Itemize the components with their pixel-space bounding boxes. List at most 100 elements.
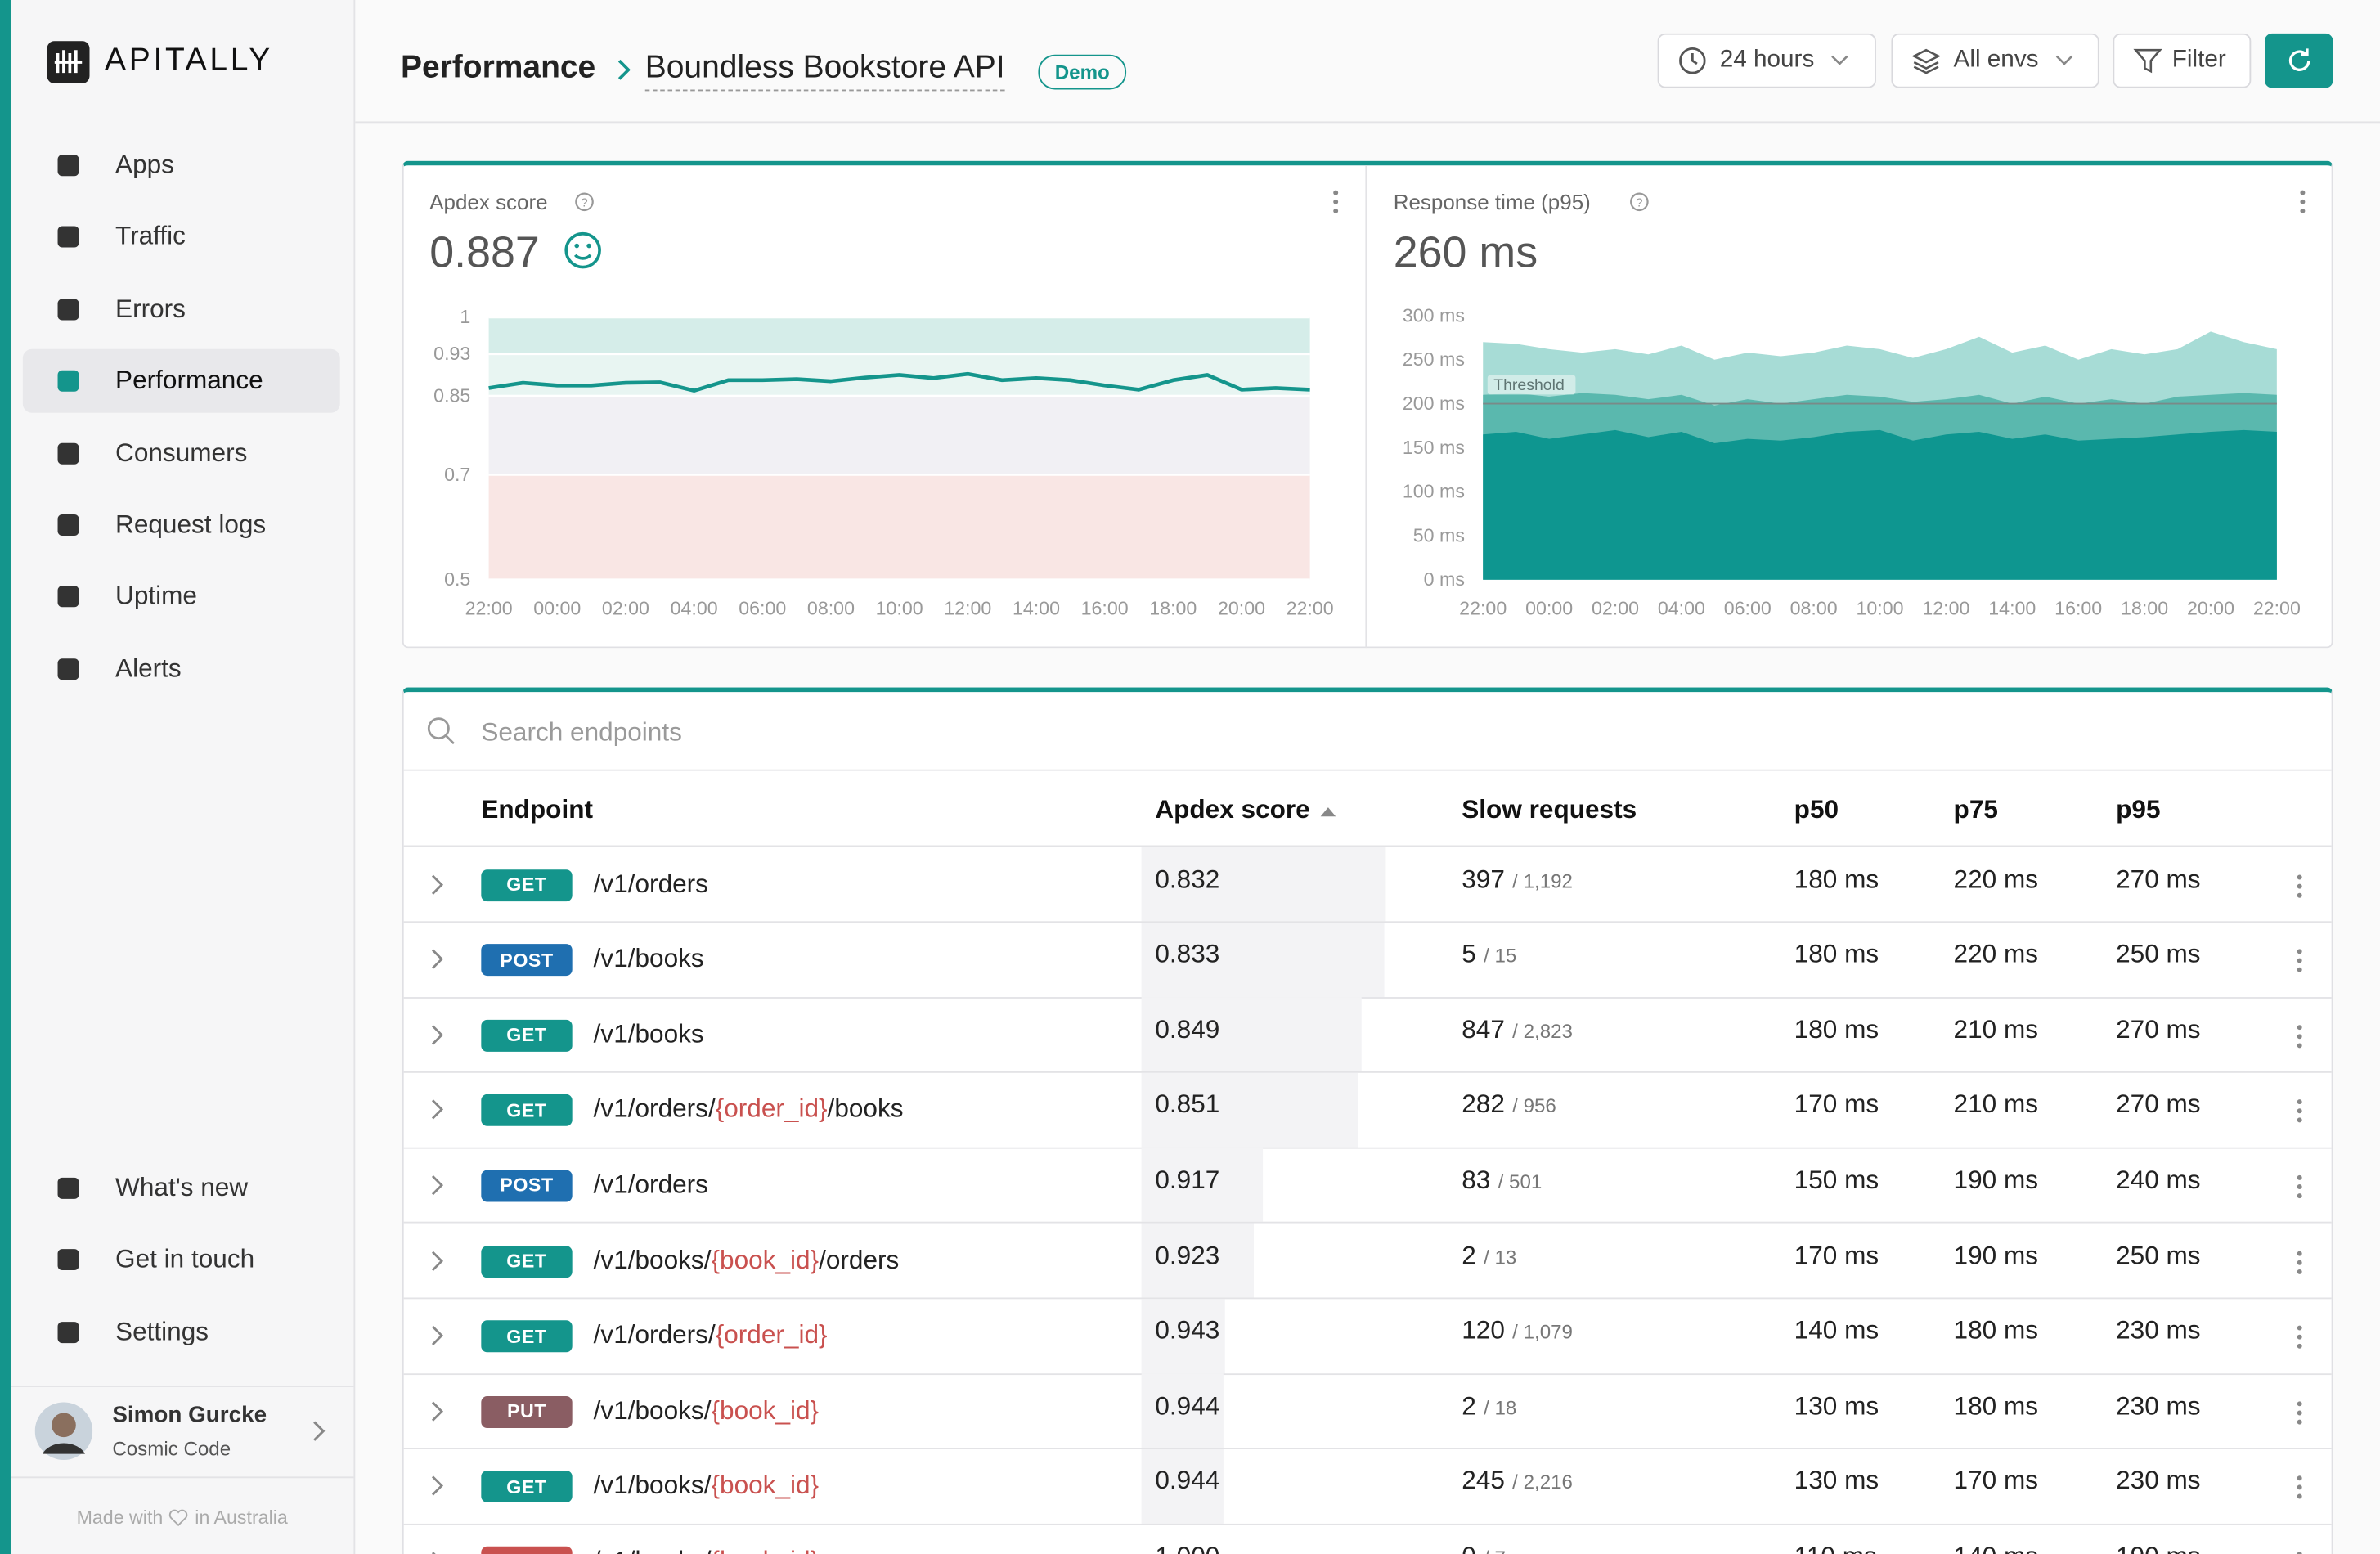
nav-item[interactable]: Get in touch: [23, 1228, 340, 1292]
slow-count: 2: [1462, 1390, 1476, 1421]
row-menu[interactable]: [2293, 1549, 2306, 1554]
x-tick-label: 04:00: [1658, 597, 1705, 618]
icon-part: [2297, 949, 2302, 954]
icon-part: [431, 1024, 444, 1044]
slow-requests: 245 / 2,216: [1462, 1466, 1573, 1497]
nav-item[interactable]: Apps: [23, 133, 340, 197]
row-menu[interactable]: [2293, 1474, 2306, 1501]
p50-value: 170 ms: [1794, 1089, 1879, 1120]
column-header[interactable]: p50: [1794, 795, 1839, 824]
icon-part: [2297, 1475, 2302, 1481]
row-menu[interactable]: [2293, 1399, 2306, 1426]
row-menu[interactable]: [2293, 1022, 2306, 1049]
expand-chevron[interactable]: [428, 947, 446, 972]
icon-part: [2297, 874, 2302, 879]
nav-item[interactable]: Performance: [22, 349, 340, 414]
nav-item[interactable]: Errors: [23, 277, 340, 341]
endpoint-path[interactable]: /v1/orders: [594, 869, 708, 899]
expand-chevron[interactable]: [428, 1022, 446, 1047]
method-badge: GET: [481, 1094, 573, 1127]
endpoint-path[interactable]: /v1/books/{book_id}: [594, 1471, 819, 1502]
expand-chevron[interactable]: [428, 1549, 446, 1554]
refresh-button[interactable]: [2265, 33, 2333, 88]
user-chevron[interactable]: [308, 1419, 330, 1444]
row-menu[interactable]: [2293, 1098, 2306, 1125]
nav-item[interactable]: Settings: [23, 1300, 340, 1364]
time-button[interactable]: 24 hours: [1657, 33, 1876, 88]
column-header[interactable]: Endpoint: [481, 795, 594, 824]
row-menu[interactable]: [2293, 1173, 2306, 1200]
icon-part: [2297, 958, 2302, 963]
breadcrumb-app[interactable]: Boundless Bookstore API: [644, 50, 1005, 92]
p95-value: 230 ms: [2116, 1390, 2201, 1421]
row-menu[interactable]: [2293, 1248, 2306, 1275]
endpoint-path[interactable]: /v1/orders: [594, 1170, 708, 1200]
slow-count: 282: [1462, 1089, 1505, 1120]
env-button[interactable]: All envs: [1891, 33, 2099, 88]
divider: [10, 1386, 354, 1387]
endpoint-path[interactable]: /v1/books/{book_id}: [594, 1547, 819, 1554]
icon-part: [431, 1099, 444, 1121]
endpoint-path[interactable]: /v1/books/{book_id}/orders: [594, 1245, 900, 1275]
nav-item[interactable]: Traffic: [23, 205, 340, 269]
expand-chevron[interactable]: [428, 1098, 446, 1122]
icon-part: [2297, 1334, 2302, 1340]
expand-chevron[interactable]: [428, 1173, 446, 1197]
nav-icon: [57, 227, 79, 249]
column-header[interactable]: p75: [1953, 795, 1998, 824]
expand-chevron[interactable]: [428, 1399, 446, 1423]
breadcrumb-section[interactable]: Performance: [400, 50, 596, 85]
nav-icon: [57, 1321, 79, 1343]
nav-label: Apps: [115, 150, 174, 179]
nav-item[interactable]: Uptime: [23, 565, 340, 629]
p95-value: 250 ms: [2116, 939, 2201, 968]
nav-item[interactable]: What's new: [23, 1157, 340, 1220]
expand-chevron[interactable]: [428, 872, 446, 896]
endpoint-path[interactable]: /v1/orders/{order_id}/books: [594, 1094, 904, 1125]
icon-part: [2297, 1400, 2302, 1406]
x-tick-label: 18:00: [2121, 597, 2168, 618]
nav-item[interactable]: Alerts: [23, 637, 340, 701]
slow-count: 120: [1462, 1315, 1505, 1345]
apdex-value: 0.943: [1155, 1315, 1220, 1345]
icon-part: [2297, 1344, 2302, 1349]
p50-value: 180 ms: [1794, 1014, 1879, 1044]
path-segment: /v1/books/: [594, 1547, 712, 1554]
kebab-menu[interactable]: [1333, 190, 1339, 213]
nav-item[interactable]: Consumers: [23, 421, 340, 485]
column-header[interactable]: Apdex score: [1155, 795, 1310, 824]
column-header[interactable]: p95: [2116, 795, 2161, 824]
filter-button[interactable]: Filter: [2113, 33, 2252, 88]
endpoint-path[interactable]: /v1/books: [594, 1019, 704, 1049]
p50-value: 170 ms: [1794, 1240, 1879, 1270]
apdex-bar: [1141, 1298, 1224, 1373]
x-tick-label: 06:00: [1724, 597, 1772, 618]
endpoint-path[interactable]: /v1/books: [594, 944, 704, 974]
row-divider: [403, 1448, 2332, 1450]
header-border: [355, 121, 2380, 124]
method-badge: GET: [481, 1471, 573, 1503]
method-badge: DELETE: [481, 1546, 573, 1554]
p50-value: 110 ms: [1794, 1542, 1877, 1554]
icon-part: [431, 949, 444, 969]
column-header[interactable]: Slow requests: [1462, 795, 1637, 824]
endpoint-path[interactable]: /v1/books/{book_id}: [594, 1395, 819, 1426]
apdex-value: 0.944: [1155, 1466, 1220, 1496]
expand-chevron[interactable]: [428, 1248, 446, 1273]
total-count: / 1,079: [1512, 1320, 1573, 1344]
charts: Apdex score 0.887 1 0.93 0.85 0.7 0.5 22:00 00:0…: [429, 165, 2306, 649]
nav-label: Uptime: [115, 582, 198, 611]
x-tick-label: 16:00: [2054, 597, 2102, 618]
search-input[interactable]: Search endpoints: [481, 717, 682, 747]
nav-label: Consumers: [115, 438, 248, 467]
row-menu[interactable]: [2293, 1323, 2306, 1350]
endpoint-path[interactable]: /v1/orders/{order_id}: [594, 1320, 828, 1350]
expand-chevron[interactable]: [428, 1323, 446, 1348]
expand-chevron[interactable]: [428, 1474, 446, 1498]
kebab-menu[interactable]: [2300, 190, 2306, 213]
row-menu[interactable]: [2293, 872, 2306, 899]
zone-band: [488, 396, 1310, 475]
row-menu[interactable]: [2293, 947, 2306, 974]
nav-item[interactable]: Request logs: [23, 493, 340, 557]
zone-band: [488, 474, 1310, 580]
